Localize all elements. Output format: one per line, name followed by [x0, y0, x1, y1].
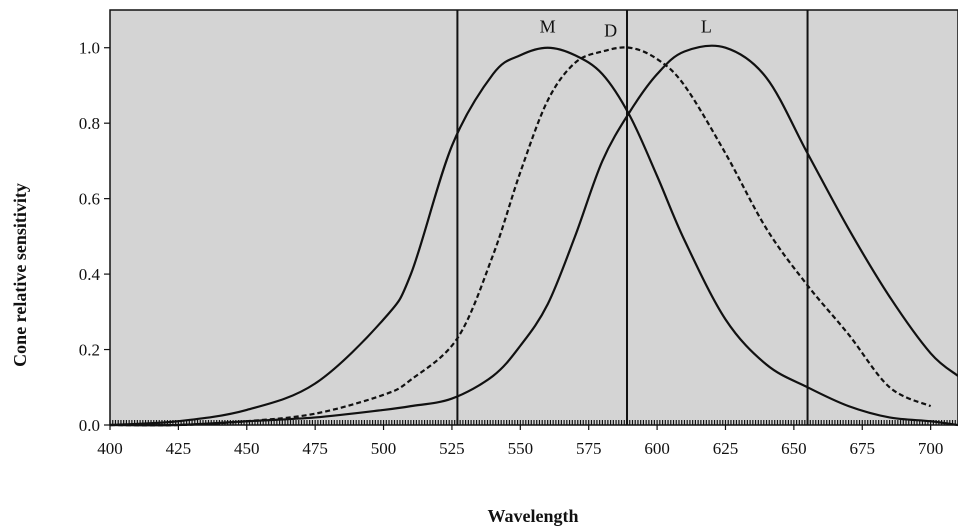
x-tick-label: 625	[713, 439, 739, 458]
x-tick-label: 700	[918, 439, 944, 458]
y-axis-label: Cone relative sensitivity	[10, 183, 30, 367]
series-line-m	[109, 46, 958, 427]
plot-background	[109, 9, 958, 426]
x-axis-label: Wavelength	[487, 506, 578, 526]
y-tick-label: 0.6	[79, 190, 100, 209]
x-tick-label: 650	[781, 439, 807, 458]
x-tick-label: 525	[439, 439, 465, 458]
curve-label-d: D	[604, 20, 617, 40]
curve-label-m: M	[540, 17, 556, 37]
series-line-l	[109, 44, 958, 427]
x-tick-label: 450	[234, 439, 260, 458]
series-line-d	[109, 46, 932, 427]
y-tick-label: 0.8	[79, 114, 100, 133]
x-tick-label: 425	[166, 439, 192, 458]
y-tick-label: 1.0	[79, 39, 100, 58]
y-tick-label: 0.0	[79, 416, 100, 435]
x-tick-label: 675	[850, 439, 876, 458]
plot-area: 0.0 0.2 0.4 0.6 0.8 1.0 400 425 450 475 500 525 550 5…	[79, 9, 958, 458]
x-tick-label: 575	[576, 439, 602, 458]
x-tick-label: 400	[97, 439, 123, 458]
y-tick-label: 0.2	[79, 341, 100, 360]
y-tick-label: 0.4	[79, 265, 101, 284]
x-tick-label: 475	[302, 439, 328, 458]
curve-label-l: L	[701, 17, 712, 37]
x-tick-label: 500	[371, 439, 397, 458]
x-tick-label: 600	[644, 439, 670, 458]
x-tick-label: 550	[508, 439, 534, 458]
